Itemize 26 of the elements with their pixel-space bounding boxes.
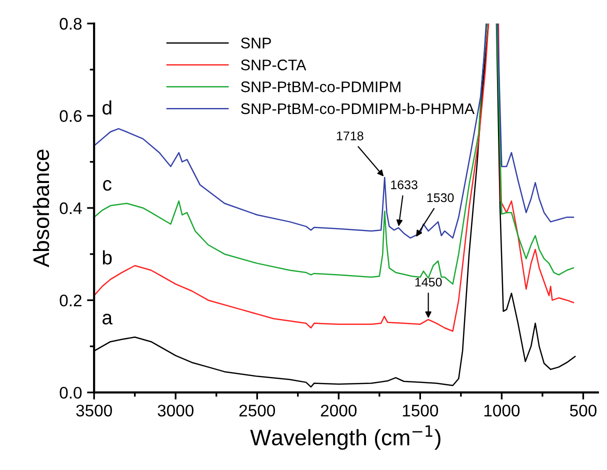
x-tick-label: 2500: [239, 404, 276, 416]
annotation: c: [103, 180, 112, 191]
x-tick-label: 3000: [158, 404, 194, 416]
annotation: b: [102, 250, 112, 265]
x-tick-label: 1500: [402, 404, 438, 416]
annotation: 1450: [415, 278, 442, 287]
x-tick-label: 2000: [320, 404, 357, 416]
y-tick-label: 0.4: [60, 202, 82, 214]
y-tick-label: 0.6: [60, 110, 82, 122]
annotation: 1633: [391, 180, 418, 190]
x-tick-label: 500: [570, 404, 596, 416]
y-axis-title: Absorbance: [32, 150, 50, 268]
annotation: 1530: [427, 193, 454, 202]
legend-label: SNP-PtBM-co-PDMIPM-b-PHPMA: [241, 102, 475, 114]
legend-label: SNP-PtBM-co-PDMIPM: [241, 81, 400, 92]
legend-label: SNP: [241, 38, 271, 48]
y-tick-label: 0.2: [60, 294, 82, 306]
y-tick-label: 0.8: [60, 18, 82, 30]
x-tick-label: 3500: [76, 404, 112, 416]
legend-label: SNP-CTA: [241, 60, 306, 70]
annotation: 1718: [336, 131, 364, 140]
annotation: a: [102, 314, 113, 324]
annotation: d: [102, 100, 112, 115]
x-axis-title: Wavelength (cm$^{−1}$): [250, 425, 440, 450]
x-tick-label: 1000: [484, 404, 520, 416]
y-tick-label: 0.0: [60, 386, 82, 399]
